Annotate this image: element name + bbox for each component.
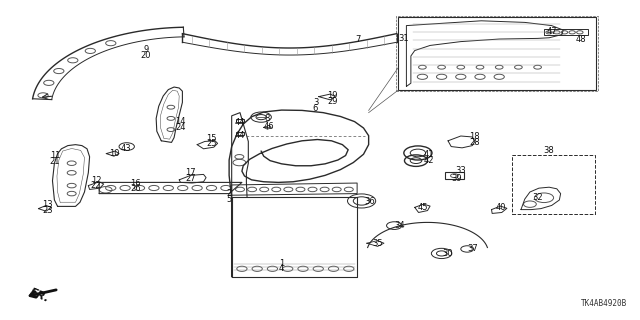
Text: 2: 2: [227, 189, 232, 198]
Text: 23: 23: [42, 206, 52, 215]
Text: 22: 22: [91, 181, 101, 190]
Text: 17: 17: [186, 168, 196, 177]
Text: 6: 6: [313, 104, 318, 113]
Bar: [445, 172, 464, 179]
Text: 9: 9: [143, 45, 148, 54]
Bar: [236, 119, 244, 122]
Text: 38: 38: [544, 146, 554, 155]
Text: 44: 44: [235, 118, 245, 127]
Bar: [512, 155, 595, 214]
Text: 34: 34: [394, 221, 404, 230]
Text: 33: 33: [456, 166, 466, 175]
Text: 35: 35: [372, 239, 383, 248]
Text: 21: 21: [50, 157, 60, 166]
Text: 45: 45: [417, 203, 428, 212]
Text: 46: 46: [264, 122, 274, 131]
Text: TK4AB4920B: TK4AB4920B: [581, 299, 627, 308]
Bar: [236, 132, 244, 135]
Bar: [396, 16, 598, 91]
Text: 18: 18: [470, 132, 480, 141]
Text: 30: 30: [443, 249, 453, 258]
Text: 47: 47: [547, 28, 557, 36]
Text: 11: 11: [50, 151, 60, 160]
Text: 42: 42: [424, 156, 434, 165]
Text: 24: 24: [175, 123, 186, 132]
Text: 43: 43: [121, 144, 131, 153]
Text: 19: 19: [328, 92, 338, 100]
Text: 5: 5: [227, 195, 232, 204]
Text: 1: 1: [279, 259, 284, 268]
Text: 7: 7: [356, 36, 361, 44]
Text: 41: 41: [424, 150, 434, 159]
Text: 32: 32: [532, 193, 543, 202]
Text: 27: 27: [186, 174, 196, 183]
Text: 48: 48: [576, 35, 586, 44]
Text: 31: 31: [398, 34, 408, 43]
Text: 12: 12: [91, 176, 101, 185]
Text: 14: 14: [175, 117, 186, 126]
Text: 44: 44: [235, 131, 245, 140]
Text: FR.: FR.: [28, 286, 51, 304]
Text: 26: 26: [131, 184, 141, 193]
Text: 40: 40: [495, 203, 506, 212]
Text: 39: 39: [452, 174, 462, 183]
Text: 4: 4: [279, 264, 284, 273]
Text: 10: 10: [109, 149, 119, 158]
Text: 13: 13: [42, 200, 52, 209]
Text: 20: 20: [141, 52, 151, 60]
Bar: [398, 17, 596, 90]
Text: 28: 28: [470, 138, 480, 147]
Text: 25: 25: [206, 140, 216, 148]
Text: 8: 8: [265, 114, 270, 123]
Text: 37: 37: [467, 244, 477, 253]
Bar: [544, 29, 588, 35]
Text: 36: 36: [365, 197, 375, 206]
Text: 3: 3: [313, 98, 318, 107]
Text: 16: 16: [131, 179, 141, 188]
Text: 29: 29: [328, 97, 338, 106]
Text: 15: 15: [206, 134, 216, 143]
